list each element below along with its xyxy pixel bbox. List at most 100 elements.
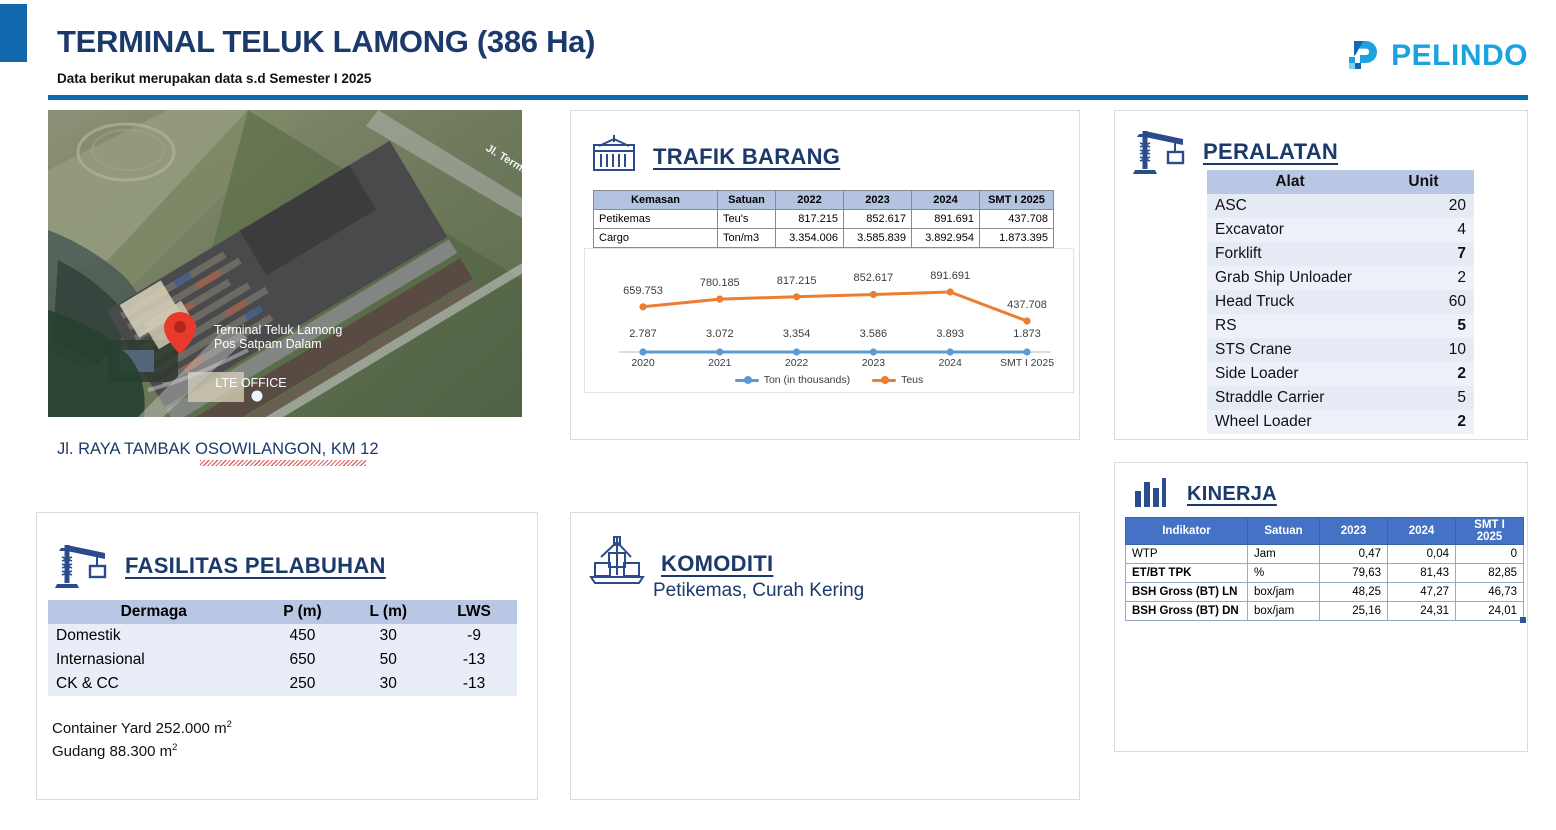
cell-2023: 852.617: [843, 209, 912, 229]
chart-x-tick-label: 2020: [631, 357, 655, 369]
cell-unit: 7: [1373, 242, 1474, 266]
table-row: RS 5: [1207, 314, 1474, 338]
table-header-row: Alat Unit: [1207, 170, 1474, 194]
chart-value-label-ton: 2.787: [629, 328, 657, 340]
facilities-table: Dermaga P (m) L (m) LWS Domestik 450 30 -9 I…: [48, 600, 517, 696]
cell-l: 30: [345, 624, 432, 648]
cell-dermaga: Domestik: [48, 624, 260, 648]
cell-2023: 79,63: [1319, 563, 1388, 583]
cell-alat: RS: [1207, 314, 1373, 338]
chart-x-tick-label: 2023: [861, 357, 886, 369]
cell-lws: -13: [431, 672, 517, 696]
table-row: Side Loader 2: [1207, 362, 1474, 386]
header-divider: [48, 95, 1528, 100]
cell-unit: 20: [1373, 194, 1474, 218]
cell-2023: 3.585.839: [843, 228, 912, 248]
page-subtitle: Data berikut merupakan data s.d Semester…: [57, 71, 372, 86]
crane-icon: [1131, 123, 1189, 180]
cell-2024: 24,31: [1387, 601, 1456, 621]
table-row: Cargo Ton/m3 3.354.006 3.585.839 3.892.9…: [593, 228, 1054, 248]
komoditi-value: Petikemas, Curah Kering: [653, 580, 865, 601]
table-row: Petikemas Teu's 817.215 852.617 891.691 …: [593, 209, 1054, 229]
table-row: BSH Gross (BT) LN box/jam 48,25 47,27 46,73: [1125, 582, 1524, 602]
map-satellite-image: Jl. Terminal Te Terminal Teluk Lamong Po…: [48, 110, 522, 417]
pelindo-wordmark: PELINDO: [1391, 39, 1528, 72]
th-2024: 2024: [1387, 517, 1456, 545]
equipment-table: Alat Unit ASC 20 Excavator 4 Forklift 7 Grab S…: [1207, 170, 1474, 434]
cell-alat: Forklift: [1207, 242, 1373, 266]
chart-x-tick-label: 2021: [708, 357, 732, 369]
cell-alat: Grab Ship Unloader: [1207, 266, 1373, 290]
cell-kemasan: Petikemas: [593, 209, 718, 229]
cell-2023: 0,47: [1319, 544, 1388, 564]
cell-smt1: 0: [1455, 544, 1524, 564]
chart-x-tick-label: SMT I 2025: [999, 357, 1055, 369]
cell-selection-handle[interactable]: [1520, 617, 1526, 623]
pelindo-logo: PELINDO: [1344, 37, 1528, 75]
cell-2023: 48,25: [1319, 582, 1388, 602]
note-container-yard-text: Container Yard 252.000 m: [52, 720, 227, 737]
note-gudang: Gudang 88.300 m2: [52, 742, 177, 760]
cell-indikator: ET/BT TPK: [1125, 563, 1248, 583]
pelindo-mark-icon: [1344, 37, 1382, 75]
cell-satuan: box/jam: [1247, 582, 1320, 602]
cell-satuan: Ton/m3: [717, 228, 776, 248]
table-row: Domestik 450 30 -9: [48, 624, 517, 648]
cell-2023: 25,16: [1319, 601, 1388, 621]
chart-point-ton: [639, 348, 647, 356]
cell-2024: 81,43: [1387, 563, 1456, 583]
cell-l: 50: [345, 648, 432, 672]
cell-smt1: 24,01: [1455, 601, 1526, 623]
cell-dermaga: Internasional: [48, 648, 260, 672]
table-row: Grab Ship Unloader 2: [1207, 266, 1474, 290]
cell-unit: 5: [1373, 386, 1474, 410]
th-2023: 2023: [1319, 517, 1388, 545]
table-row: ET/BT TPK% 79,63 81,43 82,85: [1125, 563, 1524, 583]
cell-2022: 817.215: [775, 209, 844, 229]
fasilitas-section-header: FASILITAS PELABUHAN: [53, 537, 386, 594]
cell-unit: 5: [1373, 314, 1474, 338]
table-row: Excavator 4: [1207, 218, 1474, 242]
cell-lws: -13: [431, 648, 517, 672]
chart-x-tick-label: 2024: [938, 357, 962, 369]
traffic-table: Kemasan Satuan 2022 2023 2024 SMT I 2025…: [593, 190, 1054, 248]
cell-satuan: Teu's: [717, 209, 776, 229]
chart-canvas: [619, 288, 1051, 356]
th-smt1-2025: SMT I 2025: [1455, 517, 1524, 545]
th-2024: 2024: [911, 190, 980, 210]
table-row: STS Crane 10: [1207, 338, 1474, 362]
peralatan-section-header: PERALATAN: [1131, 123, 1338, 180]
th-2022: 2022: [775, 190, 844, 210]
th-unit: Unit: [1373, 170, 1474, 194]
table-header-row: Kemasan Satuan 2022 2023 2024 SMT I 2025: [593, 190, 1054, 210]
cell-satuan: %: [1247, 563, 1320, 583]
chart-value-label-ton: 3.586: [859, 328, 888, 340]
chart-point-teus: [869, 290, 877, 299]
th-satuan: Satuan: [1247, 517, 1320, 545]
cell-alat: Side Loader: [1207, 362, 1373, 386]
map-pin-icon: [164, 312, 196, 354]
map-pin-label-2: Pos Satpam Dalam: [214, 337, 322, 351]
note-container-yard: Container Yard 252.000 m2: [52, 719, 232, 737]
map-poi-label: LTE OFFICE: [215, 376, 286, 390]
legend-label-ton: Ton (in thousands): [763, 374, 851, 386]
traffic-chart[interactable]: 659.753 780.185 817.215 852.617 891.691 437.7…: [584, 248, 1074, 393]
chart-point-teus: [946, 288, 954, 296]
fasilitas-title: FASILITAS PELABUHAN: [125, 552, 386, 578]
cell-indikator: WTP: [1125, 544, 1248, 564]
chart-value-label-teus: 891.691: [930, 270, 971, 282]
cell-indikator: BSH Gross (BT) DN: [1125, 601, 1248, 621]
cell-2024: 3.892.954: [911, 228, 980, 248]
cell-indikator: BSH Gross (BT) LN: [1125, 582, 1248, 602]
table-row: CK & CC 250 30 -13: [48, 672, 517, 696]
legend-label-teus: Teus: [901, 374, 924, 386]
cell-alat: Excavator: [1207, 218, 1373, 242]
chart-value-label-teus: 780.185: [699, 277, 740, 290]
bar-chart-icon: [1131, 475, 1173, 514]
cell-satuan: box/jam: [1247, 601, 1320, 621]
cell-satuan: Jam: [1247, 544, 1320, 564]
cell-kemasan: Cargo: [593, 228, 718, 248]
th-2023: 2023: [843, 190, 912, 210]
site-map[interactable]: Jl. Terminal Te Terminal Teluk Lamong Po…: [48, 110, 522, 417]
